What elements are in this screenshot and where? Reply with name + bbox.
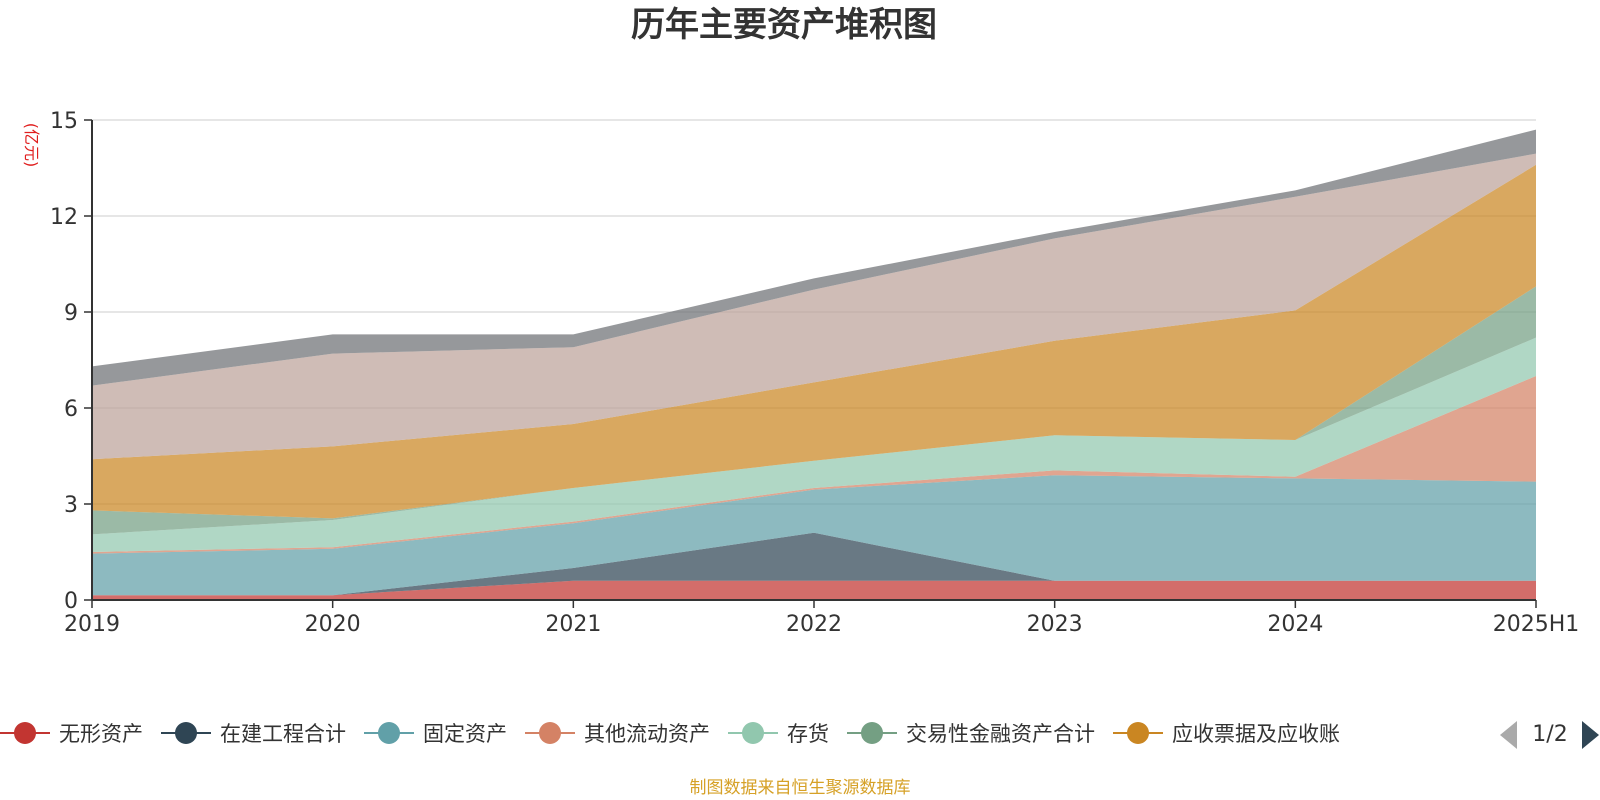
y-tick-label: 12 — [50, 205, 78, 230]
legend-item[interactable]: 在建工程合计 — [161, 722, 346, 746]
area-series-layer — [92, 129, 1536, 600]
legend-next-page-icon[interactable] — [1582, 721, 1599, 749]
area-series-6 — [92, 164, 1536, 519]
x-tick-label: 2020 — [305, 612, 361, 637]
y-tick-label: 15 — [50, 109, 78, 134]
legend-circle-icon — [175, 722, 197, 744]
legend-label: 应收票据及应收账 — [1172, 722, 1340, 746]
legend-item[interactable]: 交易性金融资产合计 — [847, 722, 1095, 746]
area-series-4 — [92, 337, 1536, 552]
legend-prev-page-icon[interactable] — [1500, 721, 1517, 749]
legend-circle-icon — [1127, 722, 1149, 744]
legend: 无形资产 在建工程合计 固定资产 其他流动资产 存货 交易性金融资产合计 应收票据及应收账 — [0, 722, 1340, 746]
legend-label: 其他流动资产 — [584, 722, 710, 746]
x-tick-label: 2022 — [786, 612, 842, 637]
area-series-2 — [92, 475, 1536, 596]
legend-label: 固定资产 — [423, 722, 507, 746]
x-tick-label: 2023 — [1027, 612, 1083, 637]
legend-item[interactable]: 无形资产 — [0, 722, 143, 746]
legend-item[interactable]: 应收票据及应收账 — [1113, 722, 1340, 746]
area-series-1 — [92, 532, 1536, 596]
source-note: 制图数据来自恒生聚源数据库 — [690, 778, 911, 798]
y-tick-label: 3 — [64, 493, 78, 518]
x-tick-label: 2025H1 — [1493, 612, 1580, 637]
y-tick-label: 9 — [64, 301, 78, 326]
legend-item[interactable]: 存货 — [728, 722, 829, 746]
y-tick-label: 6 — [64, 397, 78, 422]
legend-item[interactable]: 其他流动资产 — [525, 722, 710, 746]
legend-item[interactable]: 固定资产 — [364, 722, 507, 746]
axes: 0 3 6 9 12 15 2019 2020 2021 2022 2023 2024 2025H1 — [50, 109, 1579, 637]
legend-pager: 1/2 — [1500, 721, 1599, 749]
y-tick-label: 0 — [64, 589, 78, 614]
x-tick-label: 2024 — [1267, 612, 1323, 637]
legend-label: 在建工程合计 — [220, 722, 346, 746]
legend-label: 存货 — [787, 722, 829, 746]
x-tick-label: 2021 — [545, 612, 601, 637]
area-series-7 — [92, 153, 1536, 460]
legend-circle-icon — [539, 722, 561, 744]
legend-circle-icon — [742, 722, 764, 744]
area-series-0 — [92, 580, 1536, 600]
legend-circle-icon — [861, 722, 883, 744]
x-tick-label: 2019 — [64, 612, 120, 637]
legend-label: 无形资产 — [59, 722, 143, 746]
legend-label: 交易性金融资产合计 — [906, 722, 1095, 746]
y-axis-unit-label: (亿元) — [22, 123, 41, 168]
legend-circle-icon — [14, 722, 36, 744]
legend-circle-icon — [378, 722, 400, 744]
legend-page-indicator: 1/2 — [1532, 722, 1567, 747]
chart-title: 历年主要资产堆积图 — [631, 5, 937, 45]
area-series-8 — [92, 129, 1536, 386]
